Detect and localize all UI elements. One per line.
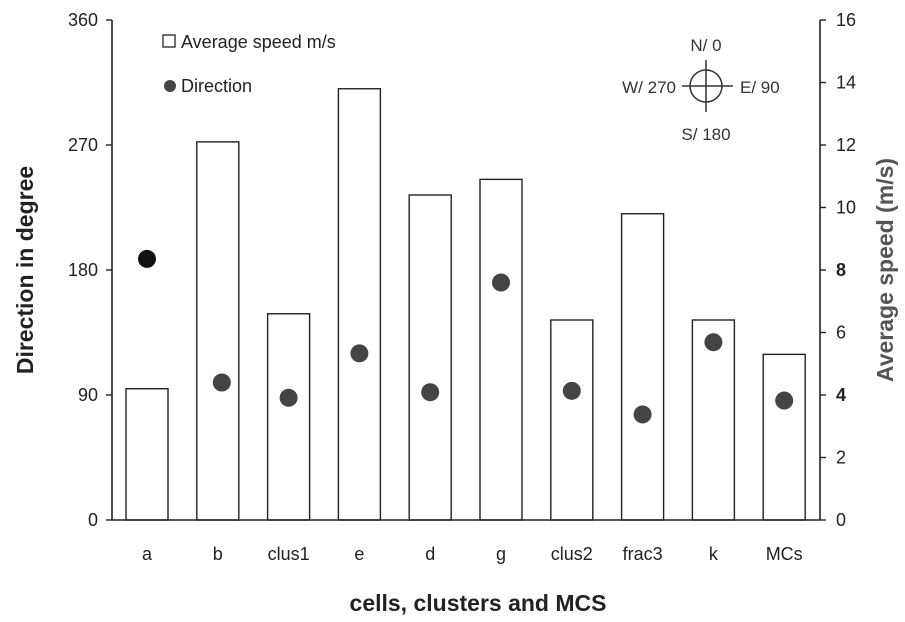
left-tick-label-180: 180 xyxy=(68,260,98,280)
legend-bar-swatch xyxy=(162,34,176,48)
category-label-a: a xyxy=(142,544,153,564)
speed-bar-g xyxy=(479,178,523,521)
category-label-clus2: clus2 xyxy=(551,544,593,564)
direction-point-d xyxy=(421,383,440,402)
right-tick-label-6: 6 xyxy=(836,323,846,343)
speed-bars xyxy=(125,88,806,521)
y-axis-label-left: Direction in degree xyxy=(12,166,38,374)
compass-west-label: W/ 270 xyxy=(622,78,676,97)
direction-points xyxy=(138,249,794,424)
right-axis-ticks: 0 2 4 6 8 10 12 14 16 xyxy=(820,10,856,530)
speed-bar-k xyxy=(691,319,736,521)
speed-bar-b xyxy=(196,141,240,521)
direction-point-clus2 xyxy=(562,381,581,400)
speed-bar-clus1 xyxy=(266,313,311,521)
direction-point-k xyxy=(704,333,723,352)
right-tick-label-14: 14 xyxy=(836,73,856,93)
compass-north-label: N/ 0 xyxy=(690,36,721,55)
category-label-e: e xyxy=(354,544,364,564)
legend: Average speed m/s Direction xyxy=(162,32,336,96)
legend-bar-label: Average speed m/s xyxy=(181,32,336,52)
direction-point-e xyxy=(350,344,369,363)
speed-bar-a xyxy=(125,388,169,521)
left-tick-label-90: 90 xyxy=(78,385,98,405)
direction-point-b xyxy=(212,373,231,392)
category-label-b: b xyxy=(213,544,223,564)
right-tick-label-10: 10 xyxy=(836,198,856,218)
right-tick-label-0: 0 xyxy=(836,510,846,530)
x-axis-label: cells, clusters and MCS xyxy=(350,590,607,616)
direction-point-MCs xyxy=(775,391,794,410)
left-tick-label-270: 270 xyxy=(68,135,98,155)
category-label-d: d xyxy=(425,544,435,564)
category-label-frac3: frac3 xyxy=(623,544,663,564)
speed-bar-frac3 xyxy=(620,213,665,521)
category-label-MCs: MCs xyxy=(766,544,803,564)
right-tick-label-2: 2 xyxy=(836,448,846,468)
direction-point-a xyxy=(138,249,156,268)
category-label-k: k xyxy=(709,544,719,564)
category-label-g: g xyxy=(496,544,506,564)
compass-south-label: S/ 180 xyxy=(681,125,730,144)
left-axis-ticks: 0 90 180 270 360 xyxy=(68,10,112,530)
legend-dot-swatch xyxy=(164,80,176,92)
direction-point-clus1 xyxy=(279,388,298,407)
speed-bar-e xyxy=(337,88,382,521)
category-label-clus1: clus1 xyxy=(268,544,310,564)
y-axis-label-right: Average speed (m/s) xyxy=(872,158,898,382)
left-tick-label-360: 360 xyxy=(68,10,98,30)
right-tick-label-16: 16 xyxy=(836,10,856,30)
right-tick-label-8: 8 xyxy=(836,260,846,280)
right-tick-label-4: 4 xyxy=(836,385,846,405)
speed-bar-clus2 xyxy=(550,319,594,521)
right-tick-label-12: 12 xyxy=(836,135,856,155)
speed-bar-d xyxy=(408,194,452,521)
compass-east-label: E/ 90 xyxy=(740,78,780,97)
direction-point-frac3 xyxy=(633,405,652,424)
left-tick-label-0: 0 xyxy=(88,510,98,530)
compass: N/ 0 E/ 90 S/ 180 W/ 270 xyxy=(622,36,780,144)
category-labels: a b clus1 e d g clus2 frac3 k MCs xyxy=(142,544,803,564)
direction-point-g xyxy=(492,273,510,292)
speed-bar-MCs xyxy=(762,353,806,521)
legend-dot-label: Direction xyxy=(181,76,252,96)
